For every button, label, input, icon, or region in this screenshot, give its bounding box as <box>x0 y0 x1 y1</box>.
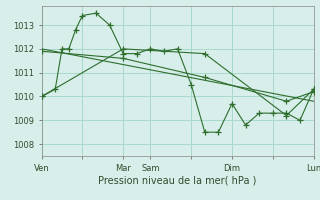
X-axis label: Pression niveau de la mer( hPa ): Pression niveau de la mer( hPa ) <box>99 175 257 185</box>
